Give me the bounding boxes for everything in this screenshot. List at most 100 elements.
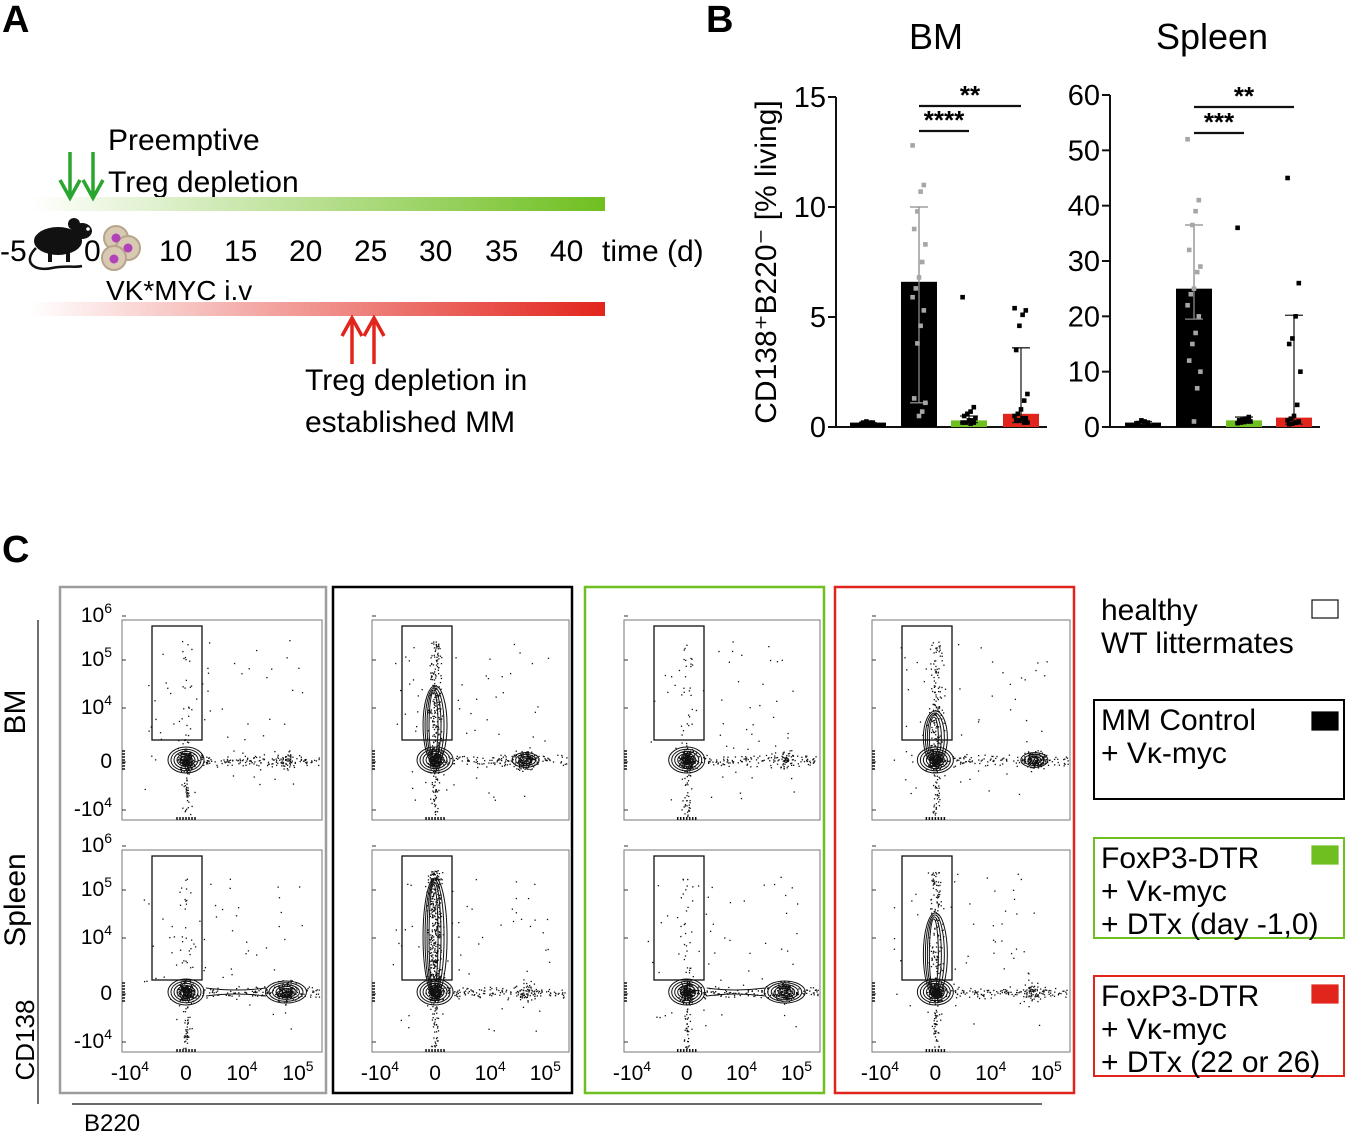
event-dot bbox=[197, 994, 199, 997]
event-dot bbox=[235, 915, 238, 917]
event-dot bbox=[187, 995, 190, 998]
event-dot bbox=[171, 925, 173, 928]
event-dot bbox=[185, 679, 187, 682]
event-dot bbox=[935, 651, 937, 653]
event-dot bbox=[205, 763, 208, 765]
event-dot bbox=[185, 809, 187, 812]
event-dot bbox=[930, 719, 932, 721]
event-dot bbox=[521, 751, 523, 753]
event-dot bbox=[523, 756, 525, 758]
event-dot bbox=[534, 919, 536, 921]
event-dot bbox=[227, 736, 229, 738]
event-dot bbox=[430, 717, 432, 719]
event-dot bbox=[931, 644, 933, 647]
event-dot bbox=[522, 761, 524, 764]
event-dot bbox=[184, 992, 186, 994]
event-dot bbox=[306, 989, 308, 991]
event-dot bbox=[934, 758, 936, 760]
event-dot bbox=[434, 889, 436, 891]
event-dot bbox=[277, 886, 279, 888]
event-dot bbox=[970, 756, 972, 759]
event-dot bbox=[505, 756, 507, 758]
event-dot bbox=[284, 756, 287, 758]
contour-line bbox=[272, 984, 300, 1000]
event-dot bbox=[1018, 793, 1021, 796]
event-dot bbox=[722, 776, 724, 778]
event-dot bbox=[436, 752, 438, 754]
event-dot bbox=[726, 761, 728, 763]
event-dot bbox=[529, 925, 532, 928]
event-dot bbox=[473, 994, 475, 997]
event-dot bbox=[935, 700, 937, 702]
event-dot bbox=[435, 790, 438, 792]
event-dot bbox=[501, 765, 503, 767]
event-dot bbox=[148, 684, 150, 687]
event-dot bbox=[1037, 761, 1039, 763]
event-dot bbox=[527, 999, 529, 1002]
event-dot bbox=[1009, 683, 1011, 686]
event-dot bbox=[430, 941, 432, 943]
timeline-tick: 30 bbox=[419, 235, 452, 268]
event-dot bbox=[542, 760, 544, 762]
event-dot bbox=[710, 796, 713, 798]
event-dot bbox=[520, 755, 523, 758]
event-dot bbox=[685, 1002, 687, 1005]
event-dot bbox=[268, 763, 270, 765]
event-dot bbox=[518, 764, 521, 767]
event-dot bbox=[304, 758, 306, 761]
event-dot bbox=[438, 716, 440, 719]
event-dot bbox=[435, 804, 437, 806]
event-dot bbox=[435, 1042, 437, 1045]
event-dot bbox=[978, 719, 980, 721]
event-dot bbox=[693, 992, 695, 994]
event-dot bbox=[258, 765, 260, 767]
event-dot bbox=[934, 760, 937, 763]
event-dot bbox=[251, 990, 254, 992]
event-dot bbox=[954, 757, 956, 759]
event-dot bbox=[501, 989, 503, 992]
event-dot bbox=[206, 759, 209, 762]
event-dot bbox=[691, 1000, 693, 1002]
event-dot bbox=[431, 781, 434, 784]
event-dot bbox=[183, 960, 185, 962]
preemptive-label-line2: Treg depletion bbox=[108, 166, 299, 199]
data-point bbox=[1020, 415, 1025, 421]
event-dot bbox=[285, 996, 287, 998]
event-dot bbox=[279, 994, 282, 996]
event-dot bbox=[179, 759, 182, 761]
event-dot bbox=[430, 1008, 432, 1011]
event-dot bbox=[251, 995, 254, 997]
event-dot bbox=[683, 806, 685, 808]
event-dot bbox=[395, 929, 397, 931]
contour-line bbox=[916, 746, 954, 774]
event-dot bbox=[439, 718, 441, 721]
event-dot bbox=[457, 992, 460, 995]
event-dot bbox=[520, 759, 523, 761]
event-dot bbox=[685, 766, 688, 768]
event-dot bbox=[245, 992, 248, 995]
event-dot bbox=[682, 763, 684, 765]
event-dot bbox=[745, 756, 747, 758]
event-dot bbox=[211, 760, 213, 762]
event-dot bbox=[509, 763, 511, 765]
event-dot bbox=[719, 734, 722, 736]
event-dot bbox=[436, 927, 438, 929]
y-axis-label: CD138⁺B220⁻ [% living] bbox=[750, 100, 783, 424]
event-dot bbox=[285, 999, 288, 1002]
event-dot bbox=[526, 751, 528, 753]
event-dot bbox=[939, 759, 942, 762]
event-dot bbox=[315, 760, 318, 762]
event-dot bbox=[300, 992, 302, 995]
event-dot bbox=[562, 997, 565, 999]
contour-line bbox=[419, 980, 451, 1004]
event-dot bbox=[684, 998, 686, 1000]
event-dot bbox=[202, 991, 205, 993]
event-dot bbox=[938, 804, 941, 807]
event-dot bbox=[280, 758, 282, 760]
event-dot bbox=[432, 902, 434, 905]
event-dot bbox=[1057, 758, 1059, 760]
contour-line bbox=[926, 714, 942, 761]
data-point bbox=[1025, 391, 1030, 397]
event-dot bbox=[703, 757, 705, 759]
